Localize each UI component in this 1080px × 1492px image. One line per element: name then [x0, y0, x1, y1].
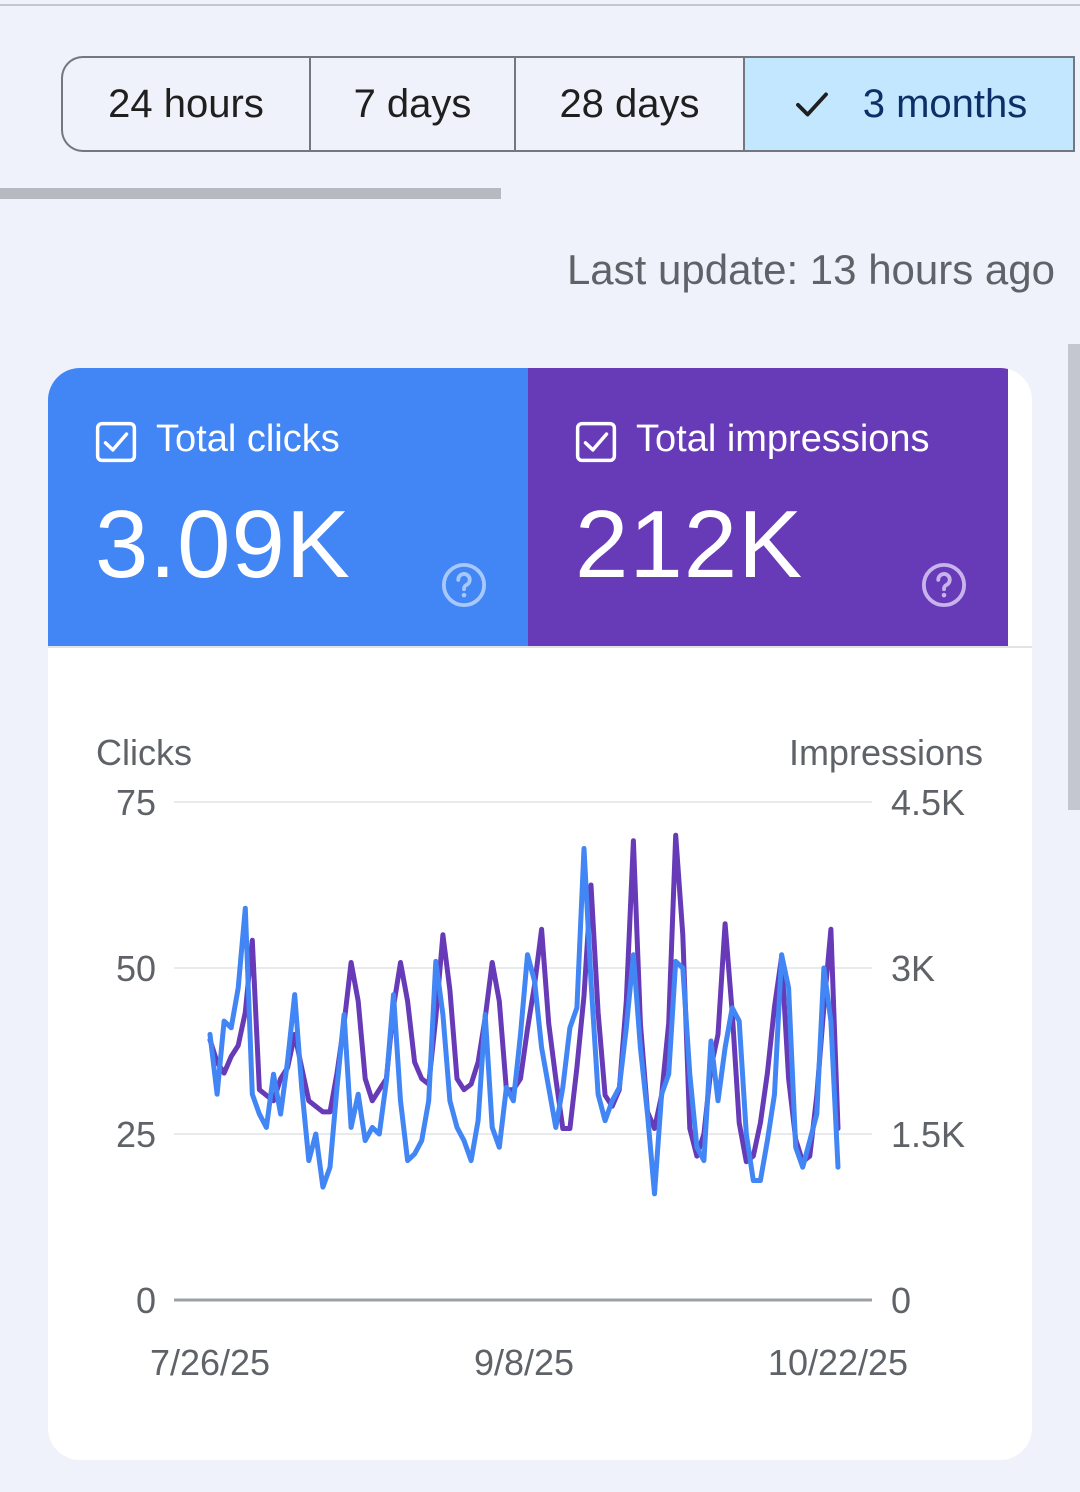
range-28-days-button[interactable]: 28 days	[516, 58, 745, 150]
impressions-series-line	[207, 832, 841, 1165]
range-7-days-label: 7 days	[353, 81, 472, 126]
total-impressions-label: Total impressions	[636, 418, 930, 460]
x-tick-label: 9/8/25	[474, 1342, 574, 1383]
left-tick-label: 0	[136, 1280, 156, 1321]
checkbox-checked-icon[interactable]	[95, 421, 137, 463]
header-divider	[48, 646, 1032, 648]
range-28-days-label: 28 days	[559, 81, 700, 126]
left-tick-label: 50	[116, 948, 156, 989]
total-clicks-value: 3.09K	[95, 491, 351, 598]
left-tick-label: 25	[116, 1114, 156, 1155]
left-tick-label: 75	[116, 782, 156, 823]
range-3-months-button[interactable]: 3 months	[745, 58, 1075, 150]
range-7-days-button[interactable]: 7 days	[311, 58, 516, 150]
range-24-hours-button[interactable]: 24 hours	[63, 58, 311, 150]
right-tick-label: 3K	[891, 948, 935, 989]
range-24-hours-label: 24 hours	[108, 81, 264, 126]
clicks-series-line	[207, 846, 841, 1197]
right-axis-title: Impressions	[789, 732, 983, 773]
range-3-months-label: 3 months	[862, 81, 1028, 126]
tab-scroll-indicator	[0, 188, 501, 199]
date-range-selector: 24 hours 7 days 28 days 3 months	[61, 56, 1075, 152]
last-update-text: Last update: 13 hours ago	[566, 246, 1055, 293]
help-circle-icon[interactable]	[921, 562, 967, 608]
total-impressions-value: 212K	[575, 491, 804, 598]
page-scrollbar[interactable]	[1068, 344, 1080, 810]
total-impressions-tile[interactable]: Total impressions 212K	[528, 368, 1008, 648]
check-icon	[795, 92, 828, 117]
x-tick-label: 7/26/25	[150, 1342, 270, 1383]
total-clicks-label: Total clicks	[156, 418, 340, 460]
right-tick-label: 4.5K	[891, 782, 965, 823]
x-tick-label: 10/22/25	[768, 1342, 908, 1383]
right-tick-label: 1.5K	[891, 1114, 965, 1155]
checkbox-checked-icon[interactable]	[575, 421, 617, 463]
total-clicks-tile[interactable]: Total clicks 3.09K	[48, 368, 528, 648]
left-axis-title: Clicks	[96, 732, 192, 773]
help-circle-icon[interactable]	[441, 562, 487, 608]
performance-card: Total clicks 3.09K Total impressions 212…	[48, 368, 1032, 1460]
right-tick-label: 0	[891, 1280, 911, 1321]
top-divider	[0, 0, 1080, 6]
performance-chart[interactable]: Clicks Impressions 75 4.5K 50 3K 25 1.5K 0 0 7/2…	[48, 368, 1032, 1460]
